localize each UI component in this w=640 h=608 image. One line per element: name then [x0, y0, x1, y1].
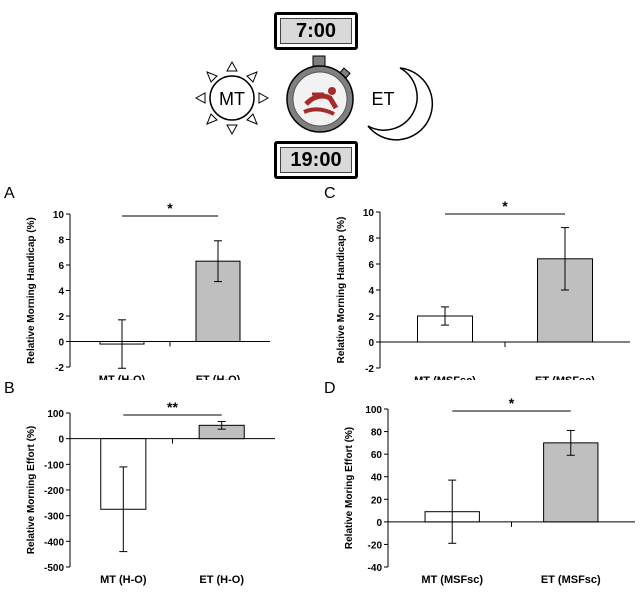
y-tick-label: -500: [44, 563, 64, 574]
moon-icon: [367, 67, 434, 141]
category-label: ET (MSFsc): [541, 574, 601, 586]
y-tick-label: 20: [371, 495, 383, 506]
category-label: MT (H-O): [100, 574, 147, 586]
panel-letter-a: A: [4, 185, 15, 202]
y-tick-label: -20: [368, 540, 383, 551]
significance-marker: **: [167, 399, 178, 415]
sun-icon: [194, 60, 270, 136]
chart-panel-d: D Relative Moring Effort (%) -40 -20 0 20 40 60…: [324, 380, 635, 586]
significance-marker: *: [502, 198, 508, 214]
bar-et: [543, 442, 599, 523]
evening-time-display: 19:00: [274, 141, 358, 179]
y-tick-label: 6: [368, 260, 374, 271]
morning-time-display: 7:00: [274, 12, 358, 50]
y-tick-label: 60: [371, 450, 383, 461]
y-tick-label: -2: [365, 364, 374, 375]
mt-label: MT: [219, 89, 245, 109]
y-tick-label: 0: [58, 435, 64, 446]
y-tick-label: 8: [58, 236, 64, 247]
y-tick-label: -200: [44, 486, 64, 497]
evening-time-text: 19:00: [280, 147, 352, 173]
y-tick-label: -40: [368, 563, 383, 574]
significance-marker: *: [509, 395, 515, 411]
et-label: ET: [371, 89, 394, 109]
y-tick-label: 40: [371, 473, 383, 484]
y-axis-label: Relative Moring Effort (%): [344, 427, 355, 549]
y-tick-label: 0: [368, 338, 374, 349]
panel-b: B Relative Morning Effort (%) -500 -400 -300…: [0, 375, 310, 608]
y-tick-label: -400: [44, 537, 64, 548]
significance-marker: *: [167, 200, 173, 216]
panel-a: A Relative Morning Handicap (%) -2 0 2 4 6 8 10 M…: [0, 180, 310, 386]
y-tick-label: -100: [44, 460, 64, 471]
y-axis-label: Relative Morning Handicap (%): [336, 217, 347, 364]
y-tick-label: 100: [47, 409, 64, 420]
panel-letter-c: C: [324, 185, 336, 202]
y-tick-label: 10: [363, 208, 375, 219]
y-axis-label: Relative Morning Handicap (%): [26, 217, 37, 364]
y-tick-label: 0: [58, 338, 64, 349]
y-tick-label: 10: [53, 210, 65, 221]
y-axis-label: Relative Morning Effort (%): [26, 426, 37, 554]
chart-panel-b: B Relative Morning Effort (%) -500 -400 -300…: [4, 380, 275, 586]
y-tick-label: 2: [58, 312, 64, 323]
panel-d: D Relative Moring Effort (%) -40 -20 0 20 40 60…: [320, 375, 640, 608]
panel-letter-b: B: [4, 380, 15, 397]
stopwatch-icon: [286, 55, 354, 133]
y-tick-label: -300: [44, 512, 64, 523]
y-tick-label: 4: [58, 287, 64, 298]
header-illustration: MT ET: [194, 55, 434, 141]
category-label: ET (H-O): [199, 574, 244, 586]
y-tick-label: 2: [368, 312, 374, 323]
y-tick-label: 8: [368, 234, 374, 245]
y-tick-label: 80: [371, 428, 383, 439]
panel-letter-d: D: [324, 380, 336, 397]
y-tick-label: 0: [376, 518, 382, 529]
y-tick-label: -2: [55, 363, 64, 374]
y-tick-label: 4: [368, 286, 374, 297]
y-tick-label: 6: [58, 261, 64, 272]
y-tick-label: 100: [365, 405, 382, 416]
category-label: MT (MSFsc): [421, 574, 483, 586]
morning-time-text: 7:00: [280, 18, 352, 44]
